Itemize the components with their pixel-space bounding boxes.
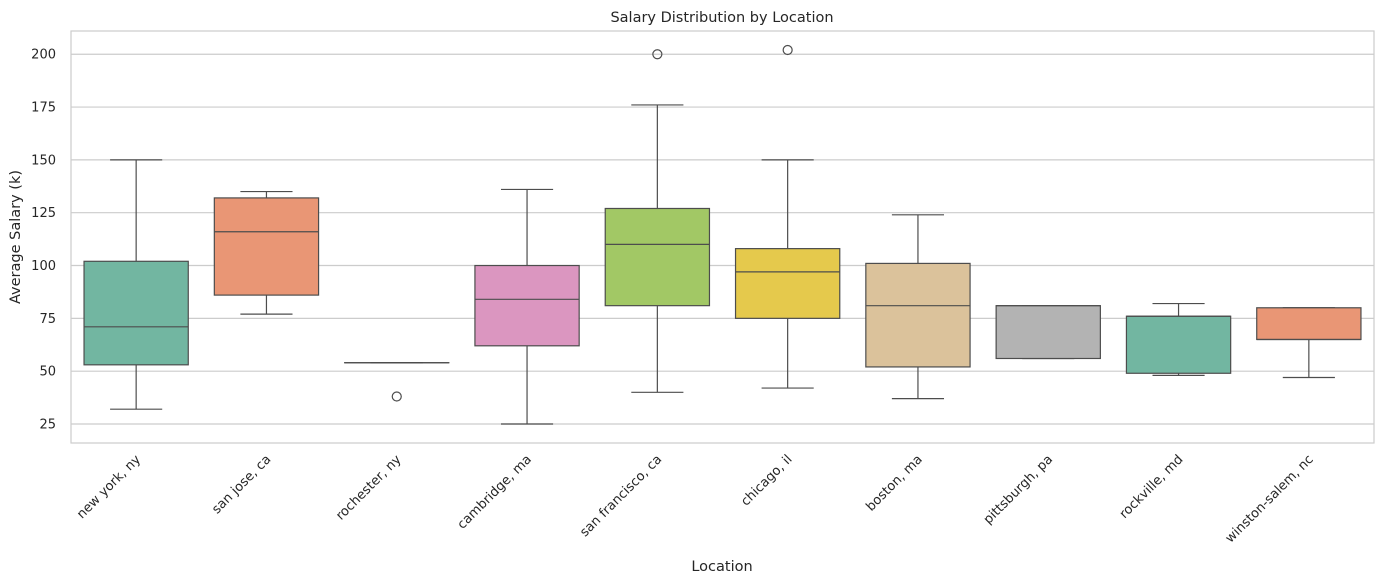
y-tick-label: 175	[31, 101, 56, 116]
box	[1256, 307, 1362, 341]
box-group	[865, 214, 971, 400]
x-tick-label: san jose, ca	[209, 452, 274, 517]
x-axis-label: Location	[691, 559, 752, 575]
chart-title: Salary Distribution by Location	[610, 10, 833, 26]
y-tick-label: 200	[31, 48, 56, 63]
boxes	[83, 44, 1362, 425]
y-tick-label: 25	[39, 417, 56, 432]
box	[734, 248, 841, 319]
box	[474, 264, 580, 347]
box-group	[213, 190, 320, 315]
outlier-point	[782, 44, 793, 56]
y-tick-label: 75	[39, 312, 56, 327]
x-tick-label: winston-salem, nc	[1223, 452, 1317, 546]
x-tick-label: cambridge, ma	[455, 452, 535, 532]
y-tick-label: 150	[31, 153, 56, 168]
box	[1125, 315, 1232, 374]
y-axis-label: Average Salary (k)	[8, 170, 24, 304]
box	[865, 262, 971, 368]
box-group	[734, 44, 841, 389]
outlier-point	[391, 391, 402, 402]
box	[83, 260, 189, 366]
y-tick-label: 100	[31, 259, 56, 274]
box-group	[1256, 307, 1362, 379]
x-tick-label: rochester, ny	[333, 452, 404, 523]
x-tick-label: boston, ma	[863, 452, 925, 514]
x-tick-label: new york, ny	[74, 452, 144, 522]
box-group	[995, 305, 1101, 360]
box-group	[1125, 302, 1232, 376]
x-tick-label: san francisco, ca	[577, 452, 665, 540]
x-axis-ticks: new york, ny san jose, ca rochester, ny cam…	[74, 452, 1317, 546]
box	[213, 197, 320, 296]
box-group	[474, 188, 580, 425]
x-tick-label: pittsburgh, pa	[981, 452, 1056, 527]
x-tick-label: rockville, md	[1117, 452, 1187, 522]
y-tick-label: 125	[31, 206, 56, 221]
box	[995, 305, 1101, 360]
y-tick-label: 50	[39, 365, 56, 380]
box	[604, 207, 711, 307]
outlier-point	[652, 49, 663, 60]
box-group	[344, 362, 450, 402]
x-tick-label: chicago, il	[738, 452, 795, 509]
plot-frame	[70, 30, 1375, 444]
box-group	[83, 159, 189, 410]
y-axis-ticks: 25 50 75 100 125 150 175 200	[31, 48, 56, 433]
box-group	[604, 49, 711, 393]
